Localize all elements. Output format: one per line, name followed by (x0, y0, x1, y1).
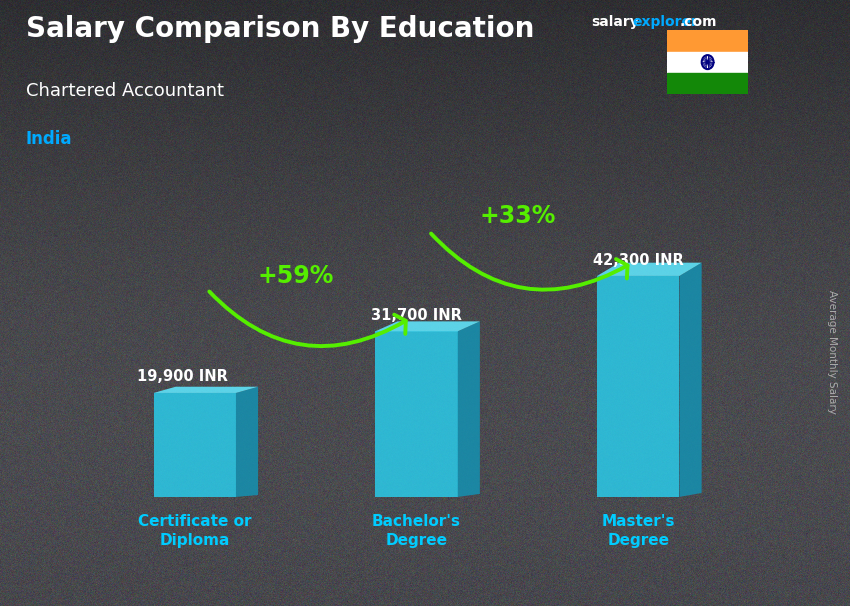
Polygon shape (679, 262, 701, 497)
Polygon shape (236, 387, 258, 497)
Bar (667, 30, 748, 52)
Polygon shape (154, 387, 258, 393)
FancyBboxPatch shape (376, 331, 457, 497)
Text: Average Monthly Salary: Average Monthly Salary (827, 290, 837, 413)
Polygon shape (597, 262, 701, 276)
Text: +33%: +33% (479, 204, 556, 228)
Polygon shape (457, 321, 480, 497)
Bar (667, 73, 748, 94)
Text: 42,300 INR: 42,300 INR (593, 253, 683, 268)
Text: +59%: +59% (258, 264, 334, 288)
Bar (667, 52, 748, 73)
Text: 19,900 INR: 19,900 INR (137, 368, 228, 384)
Text: Salary Comparison By Education: Salary Comparison By Education (26, 15, 534, 43)
Text: 31,700 INR: 31,700 INR (371, 308, 462, 324)
Text: Chartered Accountant: Chartered Accountant (26, 82, 224, 100)
FancyBboxPatch shape (154, 393, 236, 497)
Text: .com: .com (680, 15, 717, 29)
Circle shape (706, 61, 709, 64)
Text: explorer: explorer (632, 15, 698, 29)
FancyBboxPatch shape (597, 276, 679, 497)
Polygon shape (376, 321, 480, 331)
Text: India: India (26, 130, 72, 148)
Text: salary: salary (591, 15, 638, 29)
